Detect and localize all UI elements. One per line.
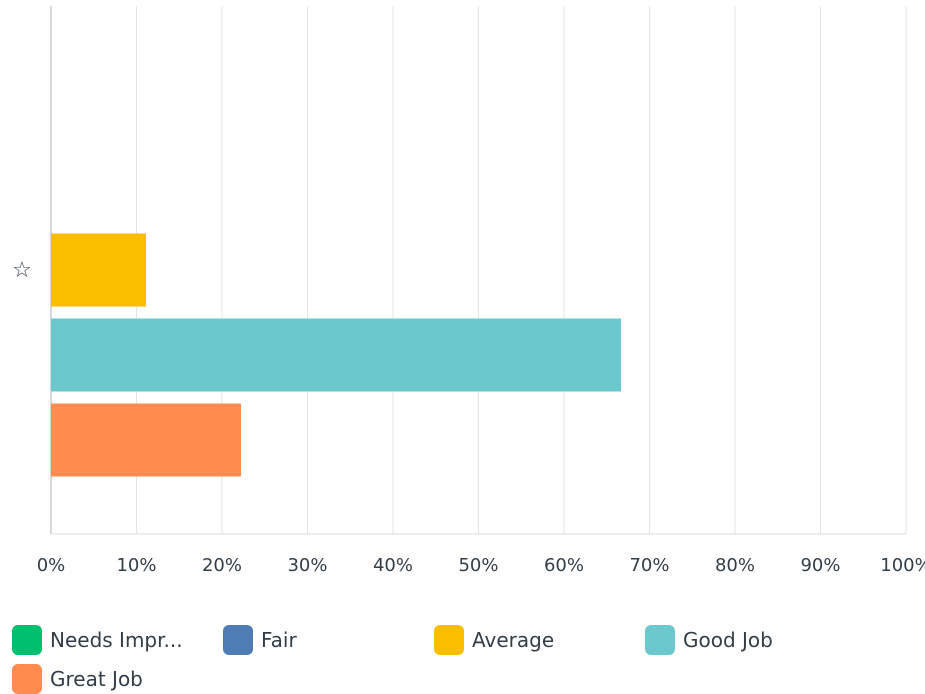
x-tick-label: 30% [287,555,327,576]
x-tick-label: 40% [373,555,413,576]
row-label: ☆ [12,258,32,283]
legend-label-fair: Fair [261,628,297,652]
legend-swatch-good-job [645,625,675,655]
legend-item-good-job[interactable]: Good Job [645,625,773,655]
bar-great-job[interactable] [51,403,241,477]
x-tick-label: 80% [715,555,755,576]
x-tick-labels: 0% 10% 20% 30% 40% 50% 60% 70% 80% 90% 100% [37,555,925,576]
x-tick-label: 70% [629,555,669,576]
x-tick-label: 100% [880,555,925,576]
legend-item-fair[interactable]: Fair [223,625,297,655]
bar-good-job[interactable] [51,318,622,392]
bar-average[interactable] [51,233,146,307]
bars [51,233,622,477]
legend-swatch-great-job [12,664,42,694]
legend-label-good-job: Good Job [683,628,773,652]
legend-label-great-job: Great Job [50,667,143,691]
x-tick-label: 60% [544,555,584,576]
legend-item-needs-improvement[interactable]: Needs Impr... [12,625,183,655]
legend-swatch-fair [223,625,253,655]
x-tick-label: 20% [202,555,242,576]
legend-item-average[interactable]: Average [434,625,554,655]
bar-chart: 0% 10% 20% 30% 40% 50% 60% 70% 80% 90% 100% ☆ [12,6,925,576]
legend-item-great-job[interactable]: Great Job [12,664,143,694]
x-tick-label: 10% [116,555,156,576]
gridlines [136,6,907,534]
legend-label-average: Average [472,628,555,652]
legend-label-needs-improvement: Needs Impr... [50,628,183,652]
x-tick-label: 90% [800,555,840,576]
legend-swatch-needs-improvement [12,625,42,655]
x-tick-label: 0% [37,555,66,576]
x-tick-label: 50% [458,555,498,576]
legend-swatch-average [434,625,464,655]
